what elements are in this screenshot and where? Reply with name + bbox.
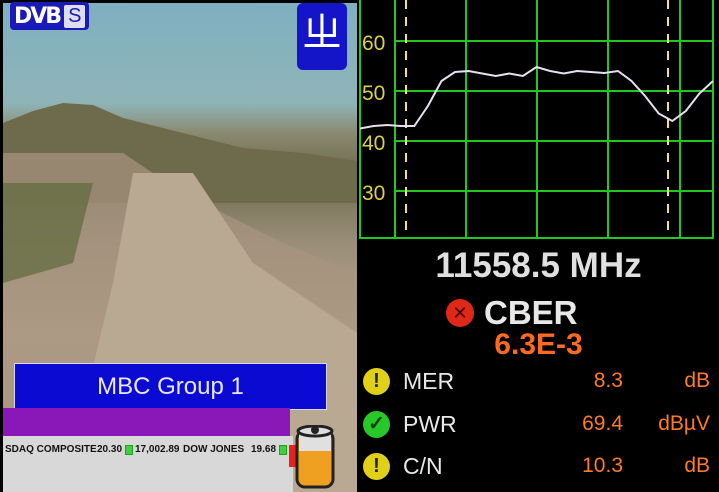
mer-unit: dB <box>684 369 710 392</box>
dvb-s-logo: DVB S <box>10 2 90 30</box>
cn-unit: dB <box>684 454 710 477</box>
ticker-index-2: DOW JONES <box>183 444 245 455</box>
y-tick-label: 60 <box>362 32 385 55</box>
dvb-s-badge: S <box>64 4 86 28</box>
ticker-value-2: 17,002.89 <box>135 444 180 455</box>
pwr-value: 69.4 <box>582 412 623 435</box>
y-tick-label: 30 <box>362 182 385 205</box>
mer-label: MER <box>403 368 455 394</box>
up-arrow-icon <box>125 445 133 455</box>
cber-value: 6.3E-3 <box>494 328 583 361</box>
channel-name-banner: MBC Group 1 <box>14 363 327 410</box>
mer-row: ! MER 8.3 dB <box>358 364 719 404</box>
exclamation-icon: ! <box>363 453 390 480</box>
spectrum-chart: 70 60 50 40 30 <box>359 0 714 239</box>
pwr-unit: dBµV <box>658 412 710 435</box>
y-tick-label: 70 <box>362 0 385 5</box>
pwr-label: PWR <box>403 411 457 437</box>
ticker-value-3: 19.68 <box>251 444 277 455</box>
ticker-value-1: 20.30 <box>97 444 123 455</box>
spectrum-trace <box>359 65 714 130</box>
dvb-logo-text: DVB <box>14 3 62 29</box>
battery-icon <box>289 425 335 489</box>
y-tick-label: 50 <box>362 82 385 105</box>
pwr-row: ✓ PWR 69.4 dBµV <box>358 407 719 447</box>
cn-value: 10.3 <box>582 454 623 477</box>
mer-value: 8.3 <box>593 369 623 392</box>
x-circle-icon: ✕ <box>446 299 474 327</box>
up-arrow-icon <box>279 445 287 455</box>
stock-ticker: SDAQ COMPOSITE 20.30 17,002.89 DOW JONES… <box>3 436 293 492</box>
exclamation-icon: ! <box>363 368 390 395</box>
check-icon: ✓ <box>363 411 390 438</box>
frequency-readout: 11558.5 MHz <box>435 246 642 285</box>
cber-label: CBER <box>484 294 578 331</box>
cber-indicator: ✕ CBER <box>446 294 578 332</box>
cn-label: C/N <box>403 453 443 479</box>
arabic-news-strip <box>3 408 290 436</box>
cn-row: ! C/N 10.3 dB <box>358 449 719 489</box>
mbc-logo-icon: ㄓ <box>297 3 347 70</box>
y-tick-label: 40 <box>362 132 385 155</box>
ticker-index-1: SDAQ COMPOSITE <box>5 444 97 455</box>
